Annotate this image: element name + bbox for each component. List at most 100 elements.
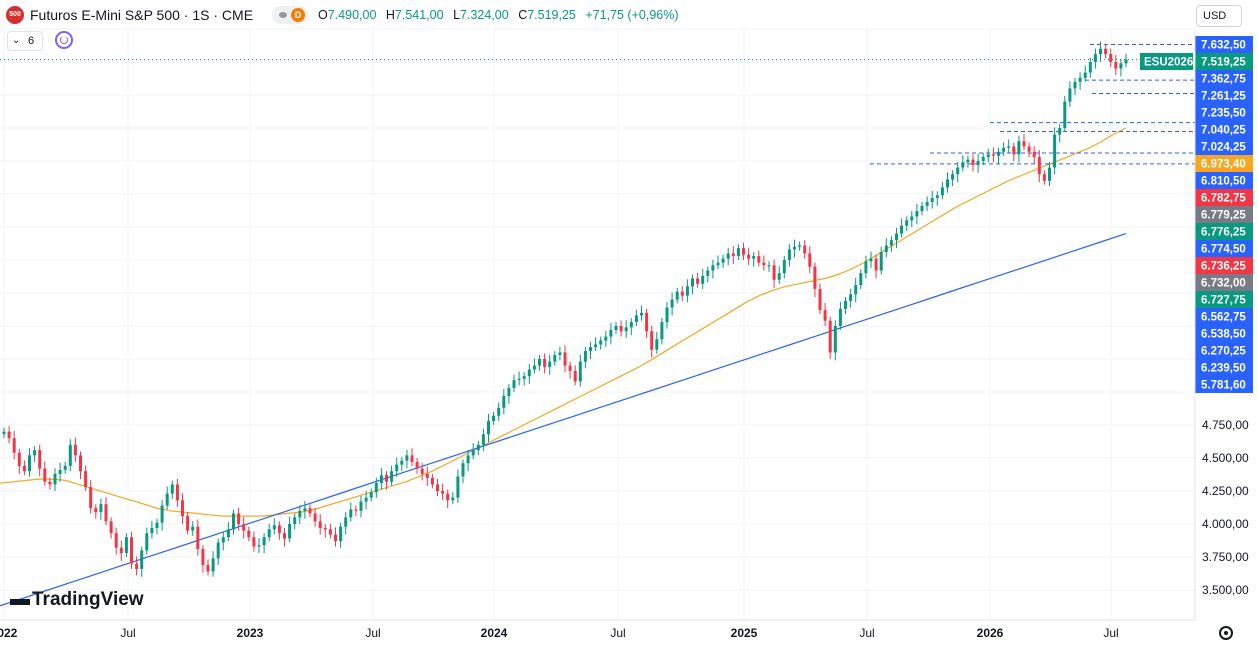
time-tick-label: Jul: [365, 626, 380, 640]
candle-body: [762, 262, 766, 266]
candle-body: [1053, 134, 1057, 168]
candle-body: [191, 526, 195, 531]
candle-body: [104, 504, 108, 522]
candle-body: [777, 273, 781, 280]
candle-body: [614, 326, 618, 330]
candle-body: [313, 513, 317, 522]
candle-body: [1078, 77, 1082, 82]
refresh-icon[interactable]: [55, 31, 73, 49]
ohlc-change: +71,75 (+0,96%): [585, 8, 679, 22]
price-tag: 7.024,25: [1195, 138, 1253, 155]
candle-body: [543, 359, 547, 367]
candle-body: [410, 455, 414, 462]
price-tag: 6.239,50: [1195, 359, 1253, 376]
candle-body: [53, 473, 57, 485]
candle-body: [706, 270, 710, 276]
candle-body: [119, 547, 123, 554]
candle-body: [624, 327, 628, 332]
price-tag: 6.774,50: [1195, 240, 1253, 257]
price-tag: 5.781,60: [1195, 376, 1253, 393]
price-tick-label: 4.750,00: [1202, 418, 1249, 432]
candle-body: [1048, 167, 1051, 181]
price-tag-label: 7.040,25: [1201, 125, 1246, 137]
candle-body: [1022, 141, 1026, 147]
price-tag: 6.562,75: [1195, 308, 1253, 325]
candle-body: [272, 525, 276, 530]
candle-body: [252, 537, 256, 547]
price-tag-label: 6.732,00: [1201, 278, 1246, 290]
candle-body: [267, 529, 271, 538]
candle-body: [930, 197, 934, 202]
candle-body: [798, 245, 802, 247]
candle-body: [538, 359, 541, 366]
price-tick-label: 4.000,00: [1202, 517, 1249, 531]
candle-body: [808, 253, 812, 267]
candle-body: [599, 340, 603, 345]
candle-body: [328, 529, 332, 535]
candle-body: [84, 471, 88, 488]
price-tag-label: 7.519,25: [1201, 57, 1246, 69]
candle-body: [558, 352, 562, 356]
candle-body: [1002, 147, 1006, 152]
candle-body: [33, 450, 37, 456]
price-axis: 3.500,00 3.750,00 4.000,00 4.250,00 4.500,00…: [1202, 418, 1249, 597]
candle-body: [456, 476, 460, 498]
price-tag-bg: [1195, 70, 1253, 87]
candle-body: [895, 233, 898, 241]
candle-body: [1083, 72, 1087, 78]
price-tag-label: 6.562,75: [1201, 312, 1246, 324]
candle-body: [359, 501, 363, 511]
candle-body: [604, 336, 608, 341]
candle-body: [1007, 146, 1011, 148]
candle-body: [976, 161, 980, 165]
candle-body: [925, 201, 929, 206]
indicators-toggle[interactable]: ⌄ 6: [7, 31, 43, 51]
price-tag: 7.261,25: [1195, 87, 1253, 104]
price-tag: 6.782,75: [1195, 189, 1253, 206]
price-tag: 6.270,25: [1195, 342, 1253, 359]
candle-body: [787, 249, 791, 260]
candle-body: [507, 388, 511, 396]
level-lines: [0, 44, 1195, 165]
candle-body: [1063, 101, 1067, 128]
time-tick-label: Jul: [610, 626, 625, 640]
candle-body: [522, 376, 526, 379]
ma-slow-line: [0, 233, 1127, 607]
candle-body: [288, 524, 292, 539]
candle-body: [89, 487, 93, 509]
visibility-toggle[interactable]: D: [272, 6, 308, 24]
candle-body: [7, 431, 11, 439]
candle-body: [665, 307, 669, 323]
candle-body: [879, 252, 883, 271]
ohlc-close-value: 7.519,25: [527, 8, 576, 22]
price-tag-label: 6.270,25: [1201, 346, 1246, 358]
price-tag-label: 6.782,75: [1201, 193, 1246, 205]
gear-icon[interactable]: [1219, 626, 1233, 640]
candle-body: [981, 157, 985, 161]
candle-body: [849, 294, 853, 301]
candle-body: [772, 265, 776, 280]
candle-body: [757, 256, 761, 263]
price-tag-bg: [1195, 104, 1253, 121]
price-tag-bg: [1195, 138, 1253, 155]
candle-body: [1093, 54, 1097, 62]
tradingview-logo: ▬ TradingView: [10, 588, 144, 611]
candle-body: [22, 465, 26, 472]
candle-body: [1073, 81, 1077, 89]
price-tag-label: 6.736,25: [1201, 261, 1246, 273]
price-tag: 6.736,25: [1195, 257, 1253, 274]
ohlc-low-value: 7.324,00: [460, 8, 509, 22]
candle-body: [680, 291, 684, 296]
candle-body: [68, 444, 72, 466]
candle-body: [109, 521, 113, 534]
price-tag: 7.362,75: [1195, 70, 1253, 87]
time-axis: 2022 Jul 2023 Jul 2024 Jul 2025 Jul 2026 Jul: [0, 30, 1196, 640]
candle-body: [747, 254, 751, 259]
candle-body: [196, 526, 200, 550]
candle-body: [247, 530, 251, 538]
candle-body: [130, 537, 133, 564]
currency-select[interactable]: USD: [1196, 5, 1242, 27]
symbol-tag: ESU2026: [1140, 53, 1193, 70]
symbol-title[interactable]: Futuros E-Mini S&P 500 · 1S · CME: [30, 7, 254, 23]
